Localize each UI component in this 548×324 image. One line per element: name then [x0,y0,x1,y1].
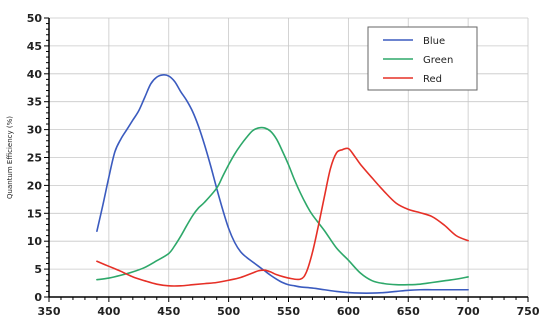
series-line-blue [96,74,469,294]
x-tick-label: 400 [97,305,120,318]
y-tick-label: 45 [27,40,42,53]
x-tick-label: 550 [277,305,300,318]
axes-layer: 350 400 450 500 550 600 650 700 750 0 5 10 15 20 25 30 3… [6,12,540,318]
series-line-green [96,126,469,286]
y-tick-label: 15 [27,207,42,220]
y-tick-label: 0 [34,291,42,304]
y-tick-label: 5 [34,263,42,276]
y-tick-label: 40 [27,68,43,81]
series-line-red [96,147,469,287]
y-tick-label: 50 [27,12,43,25]
y-tick-label: 10 [27,235,43,248]
y-tick-label: 35 [27,96,42,109]
y-tick-label: 20 [27,179,43,192]
x-tick-label: 350 [38,305,61,318]
legend-label-red: Red [423,74,442,85]
x-tick-label: 750 [517,305,540,318]
legend-label-blue: Blue [423,36,445,47]
x-tick-label: 500 [217,305,240,318]
y-tick-label: 30 [27,124,43,137]
x-tick-label: 650 [397,305,420,318]
x-tick-label: 700 [457,305,480,318]
x-tick-label: 600 [337,305,360,318]
legend-label-green: Green [423,55,453,66]
x-tick-label: 450 [157,305,180,318]
y-tick-label: 25 [27,152,42,165]
legend: Blue Green Red [367,26,478,91]
y-axis-title: Quantum Efficiency (%) [6,116,14,199]
series-layer [96,74,469,294]
